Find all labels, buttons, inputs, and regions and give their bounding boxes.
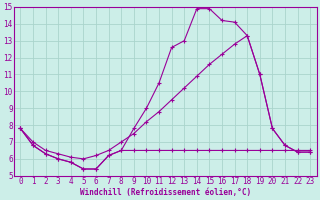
X-axis label: Windchill (Refroidissement éolien,°C): Windchill (Refroidissement éolien,°C) <box>80 188 251 197</box>
